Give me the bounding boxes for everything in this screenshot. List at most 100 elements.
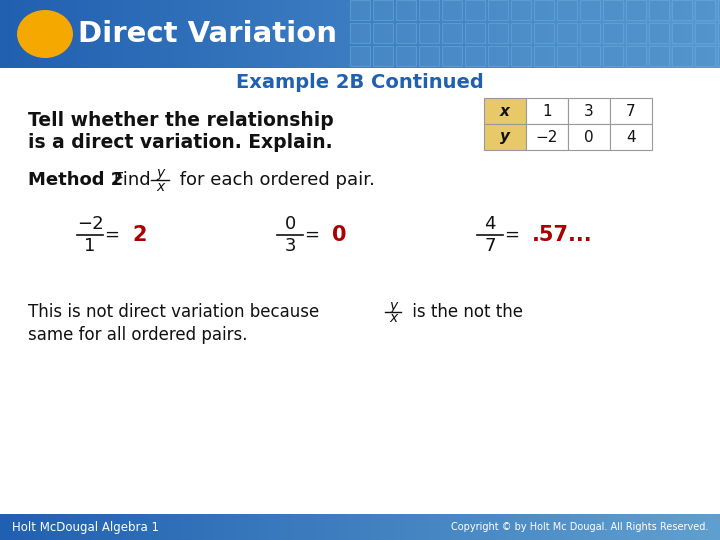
Bar [586, 514, 587, 540]
Bar [590, 514, 591, 540]
Bar [667, 514, 668, 540]
Bar [656, 0, 657, 68]
Bar [505, 514, 506, 540]
Bar [716, 0, 717, 68]
Bar [256, 514, 257, 540]
Bar [14, 514, 15, 540]
Bar [313, 514, 314, 540]
Bar [476, 0, 477, 68]
Bar [534, 46, 554, 66]
Bar [49, 0, 50, 68]
Bar [557, 514, 558, 540]
Bar [382, 514, 383, 540]
Bar [171, 0, 172, 68]
Bar [419, 0, 439, 20]
Bar [651, 514, 652, 540]
Bar [283, 0, 284, 68]
Bar [488, 0, 508, 20]
Bar [630, 0, 631, 68]
Bar [369, 0, 370, 68]
Bar [600, 514, 601, 540]
Bar [538, 514, 539, 540]
Bar [373, 514, 374, 540]
Bar [152, 514, 153, 540]
Bar [120, 0, 121, 68]
Bar [126, 514, 127, 540]
Bar [21, 514, 22, 540]
Bar [140, 514, 141, 540]
Bar [703, 514, 704, 540]
Bar [649, 514, 650, 540]
Bar [294, 514, 295, 540]
Bar [597, 514, 598, 540]
Bar [649, 23, 669, 43]
Bar [580, 514, 581, 540]
Bar [5, 0, 6, 68]
Bar [417, 514, 418, 540]
Bar [365, 0, 366, 68]
Bar [633, 0, 634, 68]
Bar [12, 0, 13, 68]
Bar [346, 514, 347, 540]
Bar [117, 514, 118, 540]
Bar [348, 0, 349, 68]
Bar [425, 0, 426, 68]
Bar [220, 0, 221, 68]
Bar [559, 514, 560, 540]
Bar [626, 0, 646, 20]
Bar [187, 514, 188, 540]
Text: 3: 3 [284, 237, 296, 255]
Bar [321, 0, 322, 68]
Bar [85, 514, 86, 540]
Bar [398, 514, 399, 540]
Bar [553, 0, 554, 68]
Bar [465, 0, 466, 68]
Bar [71, 514, 72, 540]
Bar [102, 0, 103, 68]
Bar [175, 514, 176, 540]
Bar [73, 0, 74, 68]
Bar [383, 514, 384, 540]
Bar [688, 0, 689, 68]
Bar [548, 514, 549, 540]
Bar [428, 514, 429, 540]
Bar [78, 0, 79, 68]
Bar [131, 514, 132, 540]
Bar [214, 514, 215, 540]
Bar [435, 514, 436, 540]
Bar [343, 514, 344, 540]
Bar [468, 514, 469, 540]
Bar [38, 0, 39, 68]
Bar [127, 514, 128, 540]
Bar [645, 0, 646, 68]
Bar [349, 0, 350, 68]
Bar [694, 0, 695, 68]
Bar [286, 514, 287, 540]
Bar [414, 514, 415, 540]
Bar [90, 0, 91, 68]
Bar [525, 0, 526, 68]
Bar [233, 514, 234, 540]
Bar [150, 0, 151, 68]
Bar [109, 0, 110, 68]
Bar [432, 0, 433, 68]
Bar [320, 0, 321, 68]
Bar [48, 0, 49, 68]
Bar [350, 0, 351, 68]
Bar [670, 514, 671, 540]
Bar [683, 514, 684, 540]
Bar [199, 0, 200, 68]
Bar [143, 514, 144, 540]
Bar [471, 0, 472, 68]
Bar [637, 0, 638, 68]
Bar [502, 0, 503, 68]
Bar [195, 514, 196, 540]
Bar [510, 514, 511, 540]
Bar [576, 514, 577, 540]
Bar [417, 0, 418, 68]
Bar [650, 514, 651, 540]
Bar [358, 514, 359, 540]
Bar [487, 514, 488, 540]
Bar [595, 0, 596, 68]
Bar [477, 0, 478, 68]
